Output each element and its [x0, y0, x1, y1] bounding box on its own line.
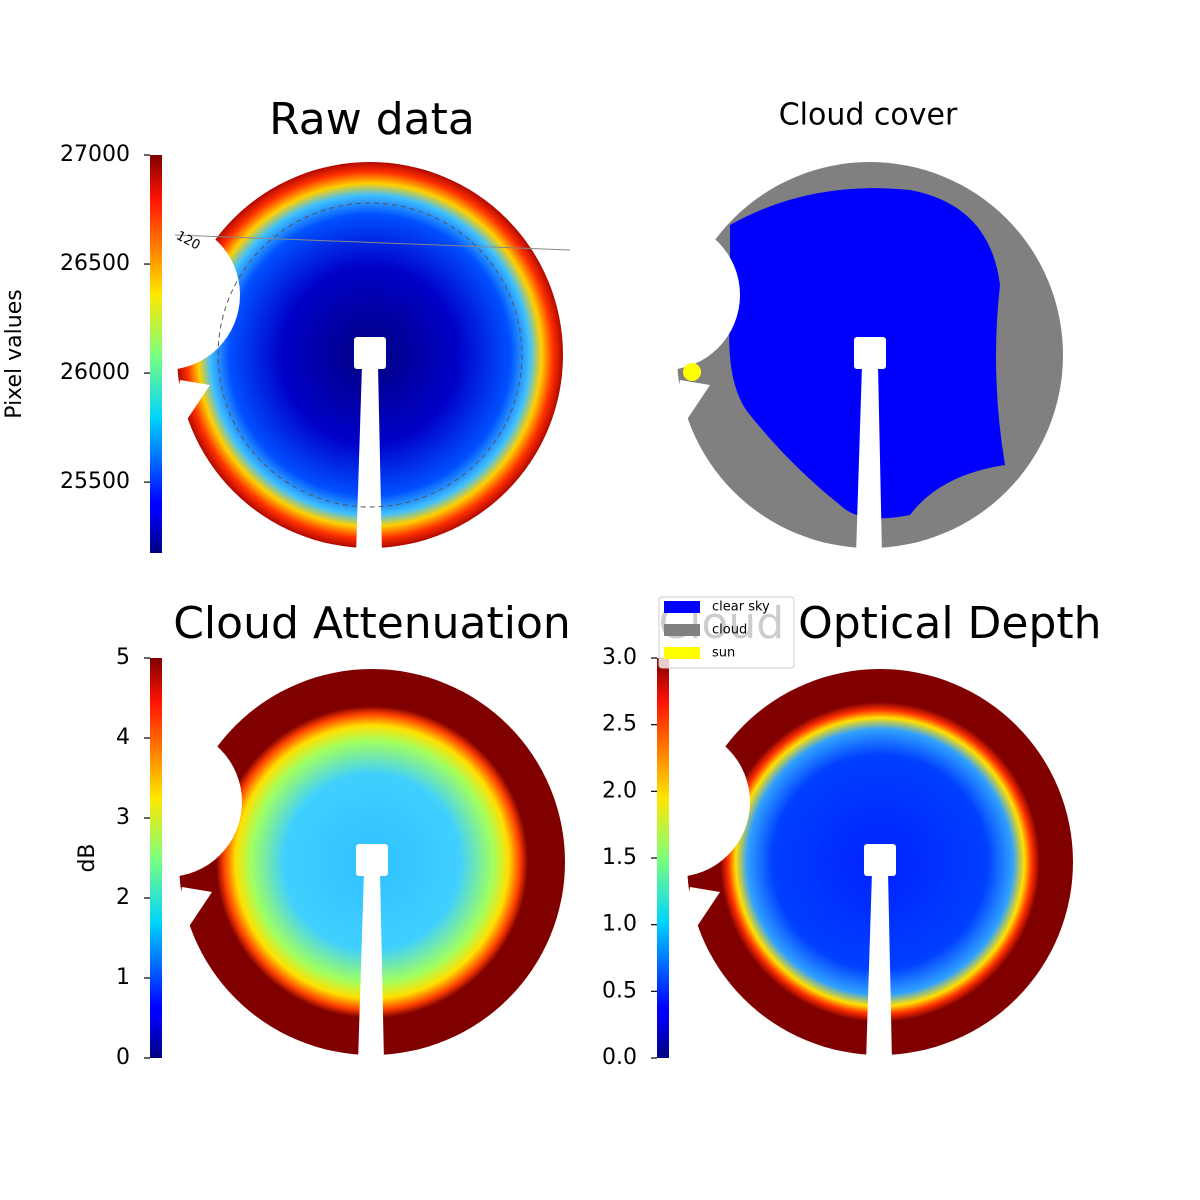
colorbar-tick-label: 25500: [60, 469, 130, 494]
panel-title: Cloud cover: [779, 98, 958, 133]
colorbar: [150, 155, 162, 553]
sky-image: [177, 667, 567, 1057]
colorbar-label: Pixel values: [2, 289, 27, 418]
colorbar-tick-label: 3.0: [602, 645, 637, 670]
panel-title: Cloud Attenuation: [173, 598, 571, 649]
legend-label: sun: [712, 646, 735, 661]
colorbar-tick-label: 0.0: [602, 1045, 637, 1070]
colorbar-tick-label: 1.5: [602, 845, 637, 870]
legend-label: clear sky: [712, 600, 770, 615]
colorbar: [150, 658, 162, 1058]
sky-image: [175, 160, 565, 550]
polar-axis: [174, 234, 571, 251]
sky-disk: [685, 667, 1075, 1057]
legend: clear sky cloud sun: [658, 596, 795, 669]
sky-disk: [177, 667, 567, 1057]
colorbar-tick-label: 27000: [60, 142, 130, 167]
panel: Cloud cover: [675, 98, 1065, 550]
panel: Cloud Attenuation 0 1 2 3 4 5 dB: [75, 598, 571, 1070]
colorbar-tick-label: 2.5: [602, 712, 637, 737]
legend-swatch: [664, 601, 700, 613]
colorbar-tick-label: 5: [116, 645, 130, 670]
colorbar-tick-label: 0: [116, 1045, 130, 1070]
sky-disk: [175, 160, 565, 550]
sun-marker: [683, 363, 701, 381]
colorbar-tick-label: 4: [116, 725, 130, 750]
colorbar-tick-label: 3: [116, 805, 130, 830]
polar-ring: [217, 202, 523, 508]
colorbar-label: dB: [75, 843, 100, 872]
legend-label: cloud: [712, 623, 747, 638]
legend-swatch: [664, 647, 700, 659]
colorbar-tick-label: 26500: [60, 251, 130, 276]
legend-swatch: [664, 624, 700, 636]
colorbar-tick-label: 1.0: [602, 912, 637, 937]
polar-label: 120: [174, 229, 203, 254]
clear-sky-region: [729, 188, 1005, 519]
panel-title: Raw data: [269, 94, 475, 145]
colorbar-tick-label: 0.5: [602, 978, 637, 1003]
sky-image: [675, 160, 1065, 550]
colorbar-tick-label: 26000: [60, 360, 130, 385]
colorbar-tick-label: 2: [116, 885, 130, 910]
colorbar: [657, 658, 669, 1058]
colorbar-tick-label: 2.0: [602, 778, 637, 803]
sky-image: [685, 667, 1075, 1057]
colorbar-tick-label: 1: [116, 965, 130, 990]
panel: Raw data 120 25500 26000 26500 27000 Pixel val…: [2, 94, 571, 553]
